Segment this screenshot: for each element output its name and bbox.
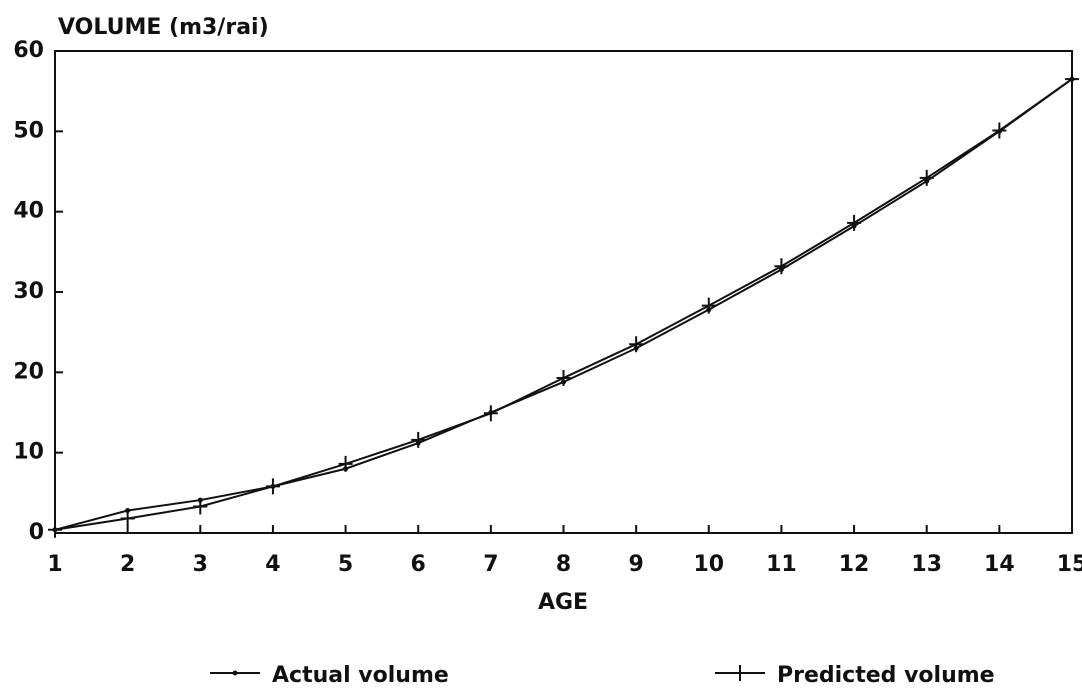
x-tick-label: 8 [556, 552, 571, 577]
legend-label: Actual volume [272, 663, 449, 688]
legend-label: Predicted volume [777, 663, 995, 688]
dot-marker [125, 508, 131, 514]
plus-marker [120, 510, 135, 527]
legend-marker [232, 670, 238, 676]
y-tick-label: 30 [13, 279, 44, 304]
y-tick-label: 20 [13, 359, 44, 384]
plus-marker [48, 521, 62, 538]
x-tick-label: 12 [839, 552, 870, 577]
x-tick-label: 13 [911, 552, 942, 577]
series-line [54, 78, 1073, 531]
plus-marker [629, 336, 644, 353]
x-tick-label: 6 [411, 552, 426, 577]
x-tick-label: 4 [265, 552, 280, 577]
x-tick-label: 1 [47, 552, 62, 577]
plus-marker [193, 498, 208, 515]
y-tick-label: 0 [29, 520, 44, 545]
x-tick-label: 11 [766, 552, 797, 577]
plus-marker [265, 478, 280, 495]
y-tick-label: 10 [13, 440, 44, 465]
plot-frame [54, 50, 1073, 534]
plus-marker [992, 122, 1007, 139]
x-tick-label: 5 [338, 552, 353, 577]
plus-marker [556, 369, 571, 386]
x-axis-label: AGE [538, 590, 588, 615]
plus-marker [483, 405, 498, 422]
plus-marker [847, 214, 862, 231]
x-tick-label: 15 [1057, 552, 1082, 577]
x-tick-label: 9 [628, 552, 643, 577]
plus-marker [701, 297, 716, 314]
x-tick-label: 10 [693, 552, 724, 577]
x-tick-label: 3 [193, 552, 208, 577]
plus-marker [411, 431, 426, 448]
x-tick-label: 2 [120, 552, 135, 577]
y-tick-label: 50 [13, 118, 44, 143]
y-axis-label: VOLUME (m3/rai) [58, 15, 269, 40]
plus-marker [774, 258, 789, 275]
plus-marker [338, 455, 353, 472]
x-tick-label: 14 [984, 552, 1015, 577]
y-tick-label: 60 [13, 38, 44, 63]
series-line [54, 78, 1073, 531]
y-tick-label: 40 [13, 199, 44, 224]
x-tick-label: 7 [483, 552, 498, 577]
plus-marker [1065, 71, 1079, 88]
plus-marker [919, 169, 934, 186]
